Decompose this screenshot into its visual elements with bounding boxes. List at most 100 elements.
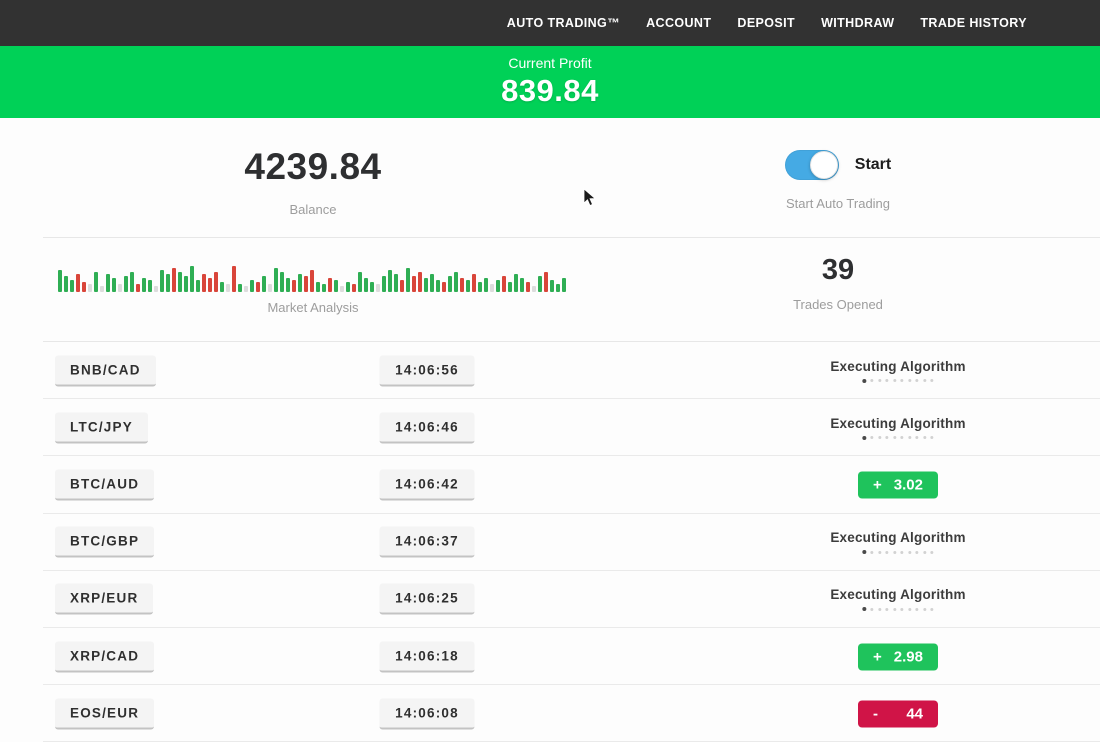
pair-badge: EOS/EUR <box>55 698 155 730</box>
pair-badge: LTC/JPY <box>55 412 148 444</box>
chart-bar <box>136 284 140 292</box>
trades-opened-value: 39 <box>821 254 855 286</box>
chart-bar <box>310 270 314 292</box>
chart-bar <box>526 282 530 292</box>
chart-bar <box>490 284 494 292</box>
status-cell: Executing Algorithm <box>830 587 966 612</box>
start-auto-trading-label: Start Auto Trading <box>785 196 891 211</box>
chart-bar <box>118 284 122 292</box>
balance-label: Balance <box>289 202 337 217</box>
chart-bar <box>88 284 92 292</box>
table-row: LTC/JPY 14:06:46 Executing Algorithm <box>0 399 1100 457</box>
chart-bar <box>532 286 536 292</box>
nav-item-withdraw[interactable]: WITHDRAW <box>821 16 895 30</box>
current-profit-banner: Current Profit 839.84 <box>0 46 1100 118</box>
chart-bar <box>454 272 458 292</box>
section-divider <box>43 237 1100 238</box>
chart-bar <box>376 284 380 292</box>
chart-bar <box>184 276 188 292</box>
chart-bar <box>436 280 440 292</box>
status-cell: Executing Algorithm <box>830 359 965 383</box>
chart-bar <box>520 278 524 292</box>
chart-bar <box>400 280 404 292</box>
result-sign: + <box>873 648 882 666</box>
pair-badge: BNB/CAD <box>55 355 156 387</box>
chart-bar <box>562 278 566 292</box>
chart-bar <box>322 284 326 292</box>
chart-bar <box>508 282 512 292</box>
chart-bar <box>496 280 500 292</box>
trade-result-badge: - 44 <box>858 700 938 728</box>
table-row: XRP/EUR 14:06:25 Executing Algorithm <box>0 571 1100 629</box>
current-profit-value: 839.84 <box>501 73 599 108</box>
chart-bar <box>442 282 446 292</box>
chart-bar <box>70 280 74 292</box>
chart-bar <box>58 270 62 292</box>
executing-algorithm-label: Executing Algorithm <box>830 415 966 431</box>
nav-item-auto-trading[interactable]: AUTO TRADING™ <box>506 16 621 30</box>
chart-bar <box>142 278 146 292</box>
chart-bar <box>388 270 392 292</box>
chart-bar <box>166 274 170 292</box>
chart-bar <box>208 278 212 292</box>
chart-bar <box>238 284 242 292</box>
chart-bar <box>76 274 80 292</box>
trades-opened-label: Trades Opened <box>793 297 883 312</box>
chart-bar <box>160 270 164 292</box>
pair-badge: BTC/AUD <box>55 469 155 501</box>
auto-trading-toggle[interactable] <box>784 150 839 180</box>
chart-bar <box>244 286 248 292</box>
table-row: BTC/AUD 14:06:42 +3.02 <box>0 456 1100 514</box>
chart-bar <box>286 278 290 292</box>
result-value: 2.98 <box>893 648 923 666</box>
chart-bar <box>466 280 470 292</box>
chart-bar <box>514 274 518 292</box>
chart-bar <box>190 266 194 292</box>
chart-bar <box>196 280 200 292</box>
nav-item-trade-history[interactable]: TRADE HISTORY <box>920 16 1027 30</box>
time-badge: 14:06:37 <box>379 526 475 558</box>
chart-bar <box>340 286 344 292</box>
result-value: 3.02 <box>893 476 923 494</box>
chart-bar <box>298 274 302 292</box>
chart-bar <box>172 268 176 292</box>
table-row: XRP/CAD 14:06:18 +2.98 <box>0 628 1100 686</box>
status-cell: +3.02 <box>858 471 938 499</box>
status-cell: - 44 <box>858 700 938 728</box>
trade-result-badge: +2.98 <box>858 643 938 671</box>
market-analysis-chart <box>58 258 568 292</box>
status-cell: Executing Algorithm <box>830 416 965 440</box>
chart-bar <box>352 284 356 292</box>
market-analysis-section: Market Analysis 39 Trades Opened <box>0 238 1100 341</box>
table-row: BTC/GBP 14:06:37 Executing Algorithm <box>0 514 1100 571</box>
chart-bar <box>268 284 272 292</box>
trade-result-badge: +3.02 <box>858 471 938 499</box>
chart-bar <box>364 278 368 292</box>
chart-bar <box>382 276 386 292</box>
table-row: EOS/EUR 14:06:08 - 44 <box>0 685 1100 742</box>
toggle-knob-icon <box>809 151 838 179</box>
chart-bar <box>214 272 218 292</box>
loader-dots-icon <box>862 378 934 383</box>
trades-list: BNB/CAD 14:06:56 Executing Algorithm LTC/JP… <box>0 342 1100 742</box>
executing-algorithm-label: Executing Algorithm <box>830 587 966 603</box>
time-badge: 14:06:08 <box>379 698 475 730</box>
loader-dots-icon <box>862 550 934 555</box>
chart-bar <box>112 278 116 292</box>
chart-bar <box>328 278 332 292</box>
market-analysis-label: Market Analysis <box>267 300 359 315</box>
nav-item-account[interactable]: ACCOUNT <box>646 16 712 30</box>
current-profit-label: Current Profit <box>508 55 592 71</box>
chart-bar <box>544 272 548 292</box>
pair-badge: XRP/EUR <box>55 583 154 615</box>
chart-bar <box>394 274 398 292</box>
chart-bar <box>292 280 296 292</box>
nav-item-deposit[interactable]: DEPOSIT <box>737 16 796 30</box>
chart-bar <box>448 276 452 292</box>
top-navigation: AUTO TRADING™ ACCOUNT DEPOSIT WITHDRAW TRADE… <box>0 0 1100 46</box>
chart-bar <box>256 282 260 292</box>
chart-bar <box>130 272 134 292</box>
chart-bar <box>460 278 464 292</box>
chart-bar <box>274 268 278 292</box>
time-badge: 14:06:46 <box>379 412 475 444</box>
